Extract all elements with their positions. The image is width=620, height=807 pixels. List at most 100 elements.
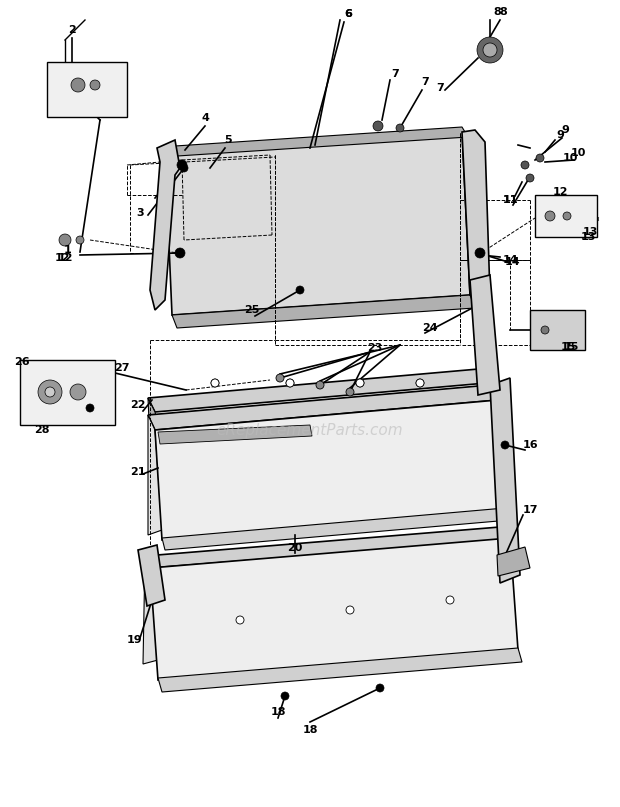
Text: 21: 21 [130,467,146,477]
Circle shape [211,379,219,387]
Text: 3: 3 [136,208,144,218]
Text: 14: 14 [504,257,520,267]
Circle shape [45,387,55,397]
Text: 25: 25 [244,305,260,315]
Polygon shape [158,648,522,692]
Text: 15: 15 [560,342,576,352]
Circle shape [376,684,384,692]
Text: 18: 18 [270,707,286,717]
Circle shape [276,374,284,382]
Circle shape [356,379,364,387]
Circle shape [286,379,294,387]
Text: 18: 18 [303,725,317,735]
Text: 9: 9 [561,125,569,135]
Polygon shape [148,415,162,535]
Text: 16: 16 [522,440,538,450]
Circle shape [526,174,534,182]
Circle shape [356,379,364,387]
Bar [530,310,585,350]
Polygon shape [497,547,530,576]
Text: 9: 9 [556,130,564,140]
Text: 5: 5 [224,135,232,145]
Circle shape [475,248,485,258]
Circle shape [70,384,86,400]
Text: 6: 6 [344,9,352,19]
Text: 1: 1 [64,245,72,255]
Circle shape [38,380,62,404]
Polygon shape [148,398,162,443]
Polygon shape [162,508,510,550]
Text: 23: 23 [367,343,383,353]
Circle shape [296,286,304,294]
Text: 11: 11 [502,195,518,205]
Circle shape [396,124,404,132]
Circle shape [483,43,497,57]
Text: 4: 4 [201,113,209,123]
Text: 12: 12 [552,187,568,197]
Polygon shape [148,368,498,412]
Bar [47,62,127,117]
Polygon shape [165,132,470,315]
Circle shape [316,381,324,389]
Text: 17: 17 [522,505,538,515]
Circle shape [76,236,84,244]
Circle shape [281,692,289,700]
Bar [20,360,115,425]
Polygon shape [160,127,468,157]
Text: 10: 10 [562,153,578,163]
Circle shape [521,161,529,169]
Polygon shape [155,400,505,540]
Text: 14: 14 [502,255,518,265]
Bar [535,195,597,237]
Text: 12: 12 [55,253,69,263]
Text: 7: 7 [421,77,429,87]
Polygon shape [172,295,475,328]
Text: 28: 28 [34,425,50,435]
Text: 12: 12 [57,253,73,263]
Circle shape [71,78,85,92]
Text: 8: 8 [499,7,507,17]
Polygon shape [143,556,158,664]
Circle shape [541,326,549,334]
Circle shape [501,441,509,449]
Circle shape [286,379,294,387]
Circle shape [446,596,454,604]
Circle shape [416,379,424,387]
Text: 20: 20 [287,543,303,553]
Polygon shape [165,133,475,170]
Text: 26: 26 [14,357,30,367]
Text: 15: 15 [564,342,578,352]
Polygon shape [470,275,500,395]
Text: 7: 7 [436,83,444,93]
Circle shape [236,616,244,624]
Circle shape [86,404,94,412]
Polygon shape [462,130,490,295]
Circle shape [346,606,354,614]
Text: 7: 7 [391,69,399,79]
Text: 6: 6 [344,9,352,19]
Circle shape [346,388,354,396]
Circle shape [545,211,555,221]
Text: 2: 2 [68,25,76,35]
Text: 22: 22 [130,400,146,410]
Text: 8: 8 [493,7,501,17]
Circle shape [90,80,100,90]
Text: 19: 19 [127,635,143,645]
Polygon shape [150,538,518,680]
Text: eReplacementParts.com: eReplacementParts.com [216,423,404,437]
Text: 13: 13 [580,232,596,242]
Text: 13: 13 [582,227,598,237]
Text: 10: 10 [570,148,586,158]
Polygon shape [138,545,165,606]
Polygon shape [150,140,180,310]
Polygon shape [158,425,312,444]
Text: 27: 27 [114,363,130,373]
Circle shape [211,379,219,387]
Circle shape [175,248,185,258]
Circle shape [536,154,544,162]
Circle shape [563,212,571,220]
Polygon shape [148,385,498,430]
Circle shape [177,160,187,170]
Circle shape [477,37,503,63]
Polygon shape [145,527,510,568]
